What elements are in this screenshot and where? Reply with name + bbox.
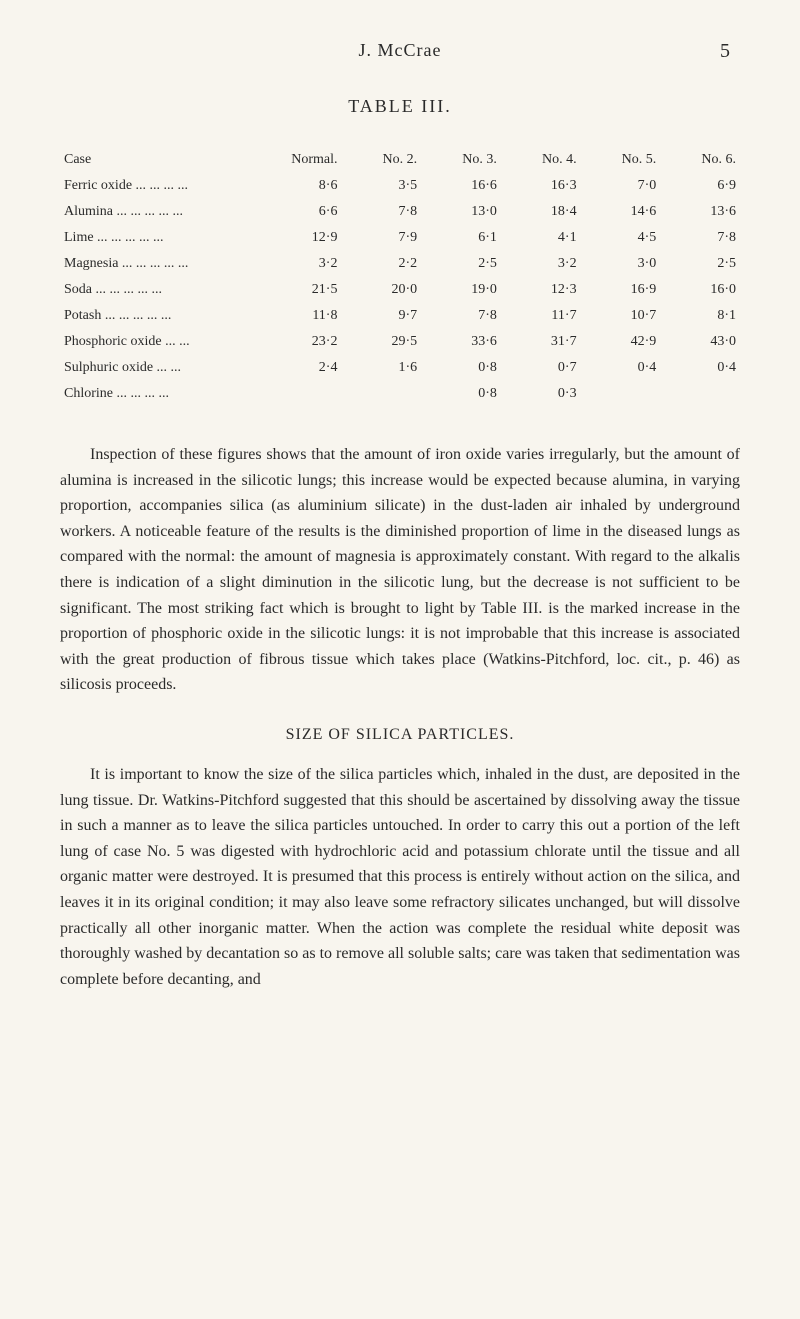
row-label: Magnesia ... ... ... ... ... xyxy=(60,251,240,277)
cell-value: 3·2 xyxy=(501,251,581,277)
row-label: Potash ... ... ... ... ... xyxy=(60,303,240,329)
cell-value: 2·5 xyxy=(421,251,501,277)
cell-value: 3·2 xyxy=(240,251,341,277)
cell-value: 16·9 xyxy=(581,277,661,303)
cell-value: 31·7 xyxy=(501,329,581,355)
cell-value: 43·0 xyxy=(660,329,740,355)
cell-value xyxy=(341,381,421,407)
table-row: Magnesia ... ... ... ... ...3·22·22·53·2… xyxy=(60,251,740,277)
row-label: Lime ... ... ... ... ... xyxy=(60,225,240,251)
author-name: J. McCrae xyxy=(60,40,740,61)
cell-value: 13·0 xyxy=(421,199,501,225)
cell-value xyxy=(660,381,740,407)
cell-value: 10·7 xyxy=(581,303,661,329)
cell-value: 11·8 xyxy=(240,303,341,329)
table-header-row: Case Normal. No. 2. No. 3. No. 4. No. 5.… xyxy=(60,147,740,173)
cell-value: 8·1 xyxy=(660,303,740,329)
cell-value: 14·6 xyxy=(581,199,661,225)
cell-value: 2·2 xyxy=(341,251,421,277)
cell-value: 1·6 xyxy=(341,355,421,381)
cell-value: 0·7 xyxy=(501,355,581,381)
cell-value: 33·6 xyxy=(421,329,501,355)
data-table: Case Normal. No. 2. No. 3. No. 4. No. 5.… xyxy=(60,147,740,407)
cell-value: 2·5 xyxy=(660,251,740,277)
cell-value xyxy=(240,381,341,407)
row-label: Ferric oxide ... ... ... ... xyxy=(60,173,240,199)
cell-value: 6·6 xyxy=(240,199,341,225)
col-header: Normal. xyxy=(240,147,341,173)
col-header: No. 6. xyxy=(660,147,740,173)
cell-value: 16·3 xyxy=(501,173,581,199)
row-label: Sulphuric oxide ... ... xyxy=(60,355,240,381)
table-row: Lime ... ... ... ... ...12·97·96·14·14·5… xyxy=(60,225,740,251)
row-label: Soda ... ... ... ... ... xyxy=(60,277,240,303)
cell-value: 0·4 xyxy=(660,355,740,381)
cell-value: 12·9 xyxy=(240,225,341,251)
section-title: SIZE OF SILICA PARTICLES. xyxy=(60,726,740,744)
cell-value: 7·0 xyxy=(581,173,661,199)
table-title: TABLE III. xyxy=(60,96,740,117)
row-label: Chlorine ... ... ... ... xyxy=(60,381,240,407)
col-header: No. 5. xyxy=(581,147,661,173)
cell-value: 3·5 xyxy=(341,173,421,199)
cell-value xyxy=(581,381,661,407)
cell-value: 16·6 xyxy=(421,173,501,199)
cell-value: 8·6 xyxy=(240,173,341,199)
cell-value: 42·9 xyxy=(581,329,661,355)
cell-value: 16·0 xyxy=(660,277,740,303)
table-row: Soda ... ... ... ... ...21·520·019·012·3… xyxy=(60,277,740,303)
cell-value: 21·5 xyxy=(240,277,341,303)
cell-value: 3·0 xyxy=(581,251,661,277)
cell-value: 29·5 xyxy=(341,329,421,355)
table-row: Alumina ... ... ... ... ...6·67·813·018·… xyxy=(60,199,740,225)
col-header: Case xyxy=(60,147,240,173)
col-header: No. 2. xyxy=(341,147,421,173)
table-row: Sulphuric oxide ... ...2·41·60·80·70·40·… xyxy=(60,355,740,381)
col-header: No. 3. xyxy=(421,147,501,173)
cell-value: 0·3 xyxy=(501,381,581,407)
table-row: Phosphoric oxide ... ...23·229·533·631·7… xyxy=(60,329,740,355)
paragraph-2: It is important to know the size of the … xyxy=(60,762,740,992)
cell-value: 11·7 xyxy=(501,303,581,329)
cell-value: 18·4 xyxy=(501,199,581,225)
table-row: Ferric oxide ... ... ... ...8·63·516·616… xyxy=(60,173,740,199)
cell-value: 4·1 xyxy=(501,225,581,251)
cell-value: 6·9 xyxy=(660,173,740,199)
row-label: Alumina ... ... ... ... ... xyxy=(60,199,240,225)
cell-value: 23·2 xyxy=(240,329,341,355)
col-header: No. 4. xyxy=(501,147,581,173)
cell-value: 7·8 xyxy=(660,225,740,251)
cell-value: 13·6 xyxy=(660,199,740,225)
cell-value: 4·5 xyxy=(581,225,661,251)
page-header: J. McCrae 5 xyxy=(60,40,740,61)
cell-value: 12·3 xyxy=(501,277,581,303)
cell-value: 7·9 xyxy=(341,225,421,251)
cell-value: 20·0 xyxy=(341,277,421,303)
page-number: 5 xyxy=(720,40,730,63)
cell-value: 0·8 xyxy=(421,381,501,407)
table-row: Chlorine ... ... ... ... 0·80·3 xyxy=(60,381,740,407)
table-row: Potash ... ... ... ... ...11·89·77·811·7… xyxy=(60,303,740,329)
cell-value: 6·1 xyxy=(421,225,501,251)
cell-value: 0·8 xyxy=(421,355,501,381)
cell-value: 9·7 xyxy=(341,303,421,329)
cell-value: 7·8 xyxy=(421,303,501,329)
cell-value: 7·8 xyxy=(341,199,421,225)
cell-value: 0·4 xyxy=(581,355,661,381)
cell-value: 2·4 xyxy=(240,355,341,381)
cell-value: 19·0 xyxy=(421,277,501,303)
row-label: Phosphoric oxide ... ... xyxy=(60,329,240,355)
paragraph-1: Inspection of these figures shows that t… xyxy=(60,442,740,698)
